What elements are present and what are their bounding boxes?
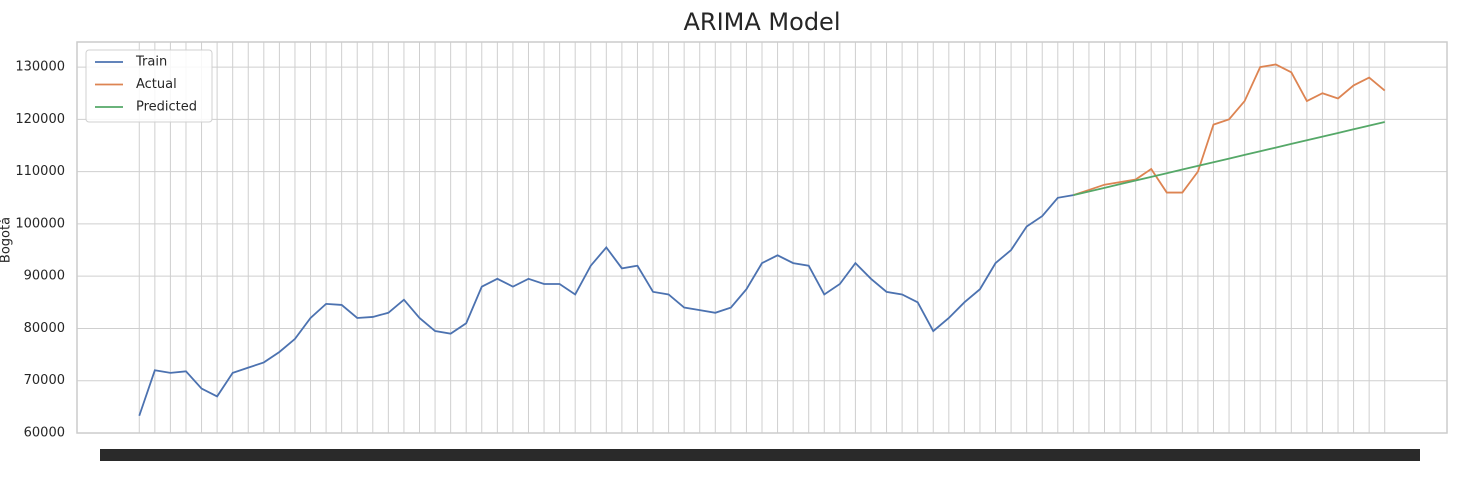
y-tick-label: 100000 (15, 216, 65, 231)
y-axis-label: Bogotá (0, 217, 14, 263)
plot-frame (76, 41, 1448, 434)
y-tick-label: 130000 (15, 60, 65, 75)
y-tick-label: 90000 (24, 269, 65, 284)
chart-title: ARIMA Model (684, 8, 841, 36)
series-line (1073, 63, 1386, 197)
y-tick-label: 120000 (15, 112, 65, 127)
y-tick-label: 80000 (24, 321, 65, 336)
legend: Train Actual Predicted (85, 49, 213, 123)
x-tick-labels-overlap (100, 449, 1420, 461)
series-line (138, 194, 1074, 417)
legend-label: Train (135, 55, 167, 70)
series-line (1073, 121, 1385, 197)
y-tick-label: 60000 (24, 426, 65, 441)
y-tick-label: 110000 (15, 164, 65, 179)
legend-box (85, 49, 213, 123)
legend-label: Actual (136, 77, 177, 92)
y-tick-label: 70000 (24, 373, 65, 388)
legend-label: Predicted (136, 100, 197, 115)
